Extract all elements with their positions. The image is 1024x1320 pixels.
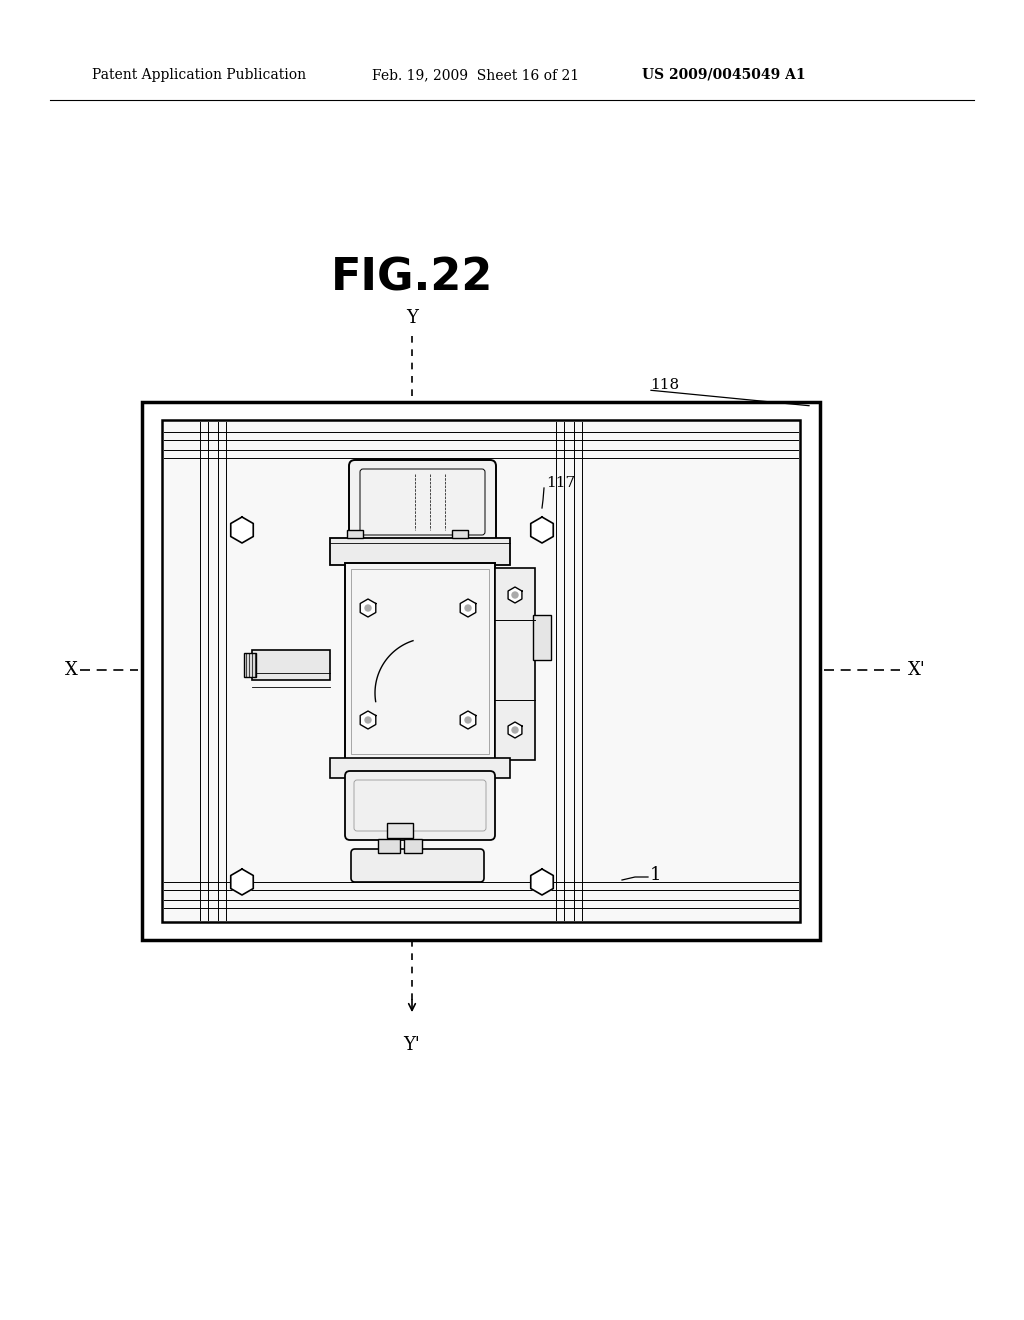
Bar xyxy=(252,649,330,680)
Circle shape xyxy=(465,605,471,611)
Bar xyxy=(142,403,820,940)
Text: 16d: 16d xyxy=(496,673,525,686)
Bar xyxy=(378,840,400,853)
Polygon shape xyxy=(230,517,253,543)
Text: Y': Y' xyxy=(403,1036,421,1053)
Bar xyxy=(495,568,535,760)
FancyBboxPatch shape xyxy=(345,771,495,840)
Polygon shape xyxy=(360,711,376,729)
Text: Patent Application Publication: Patent Application Publication xyxy=(92,69,306,82)
Circle shape xyxy=(512,727,518,733)
Text: 1: 1 xyxy=(650,866,662,884)
FancyBboxPatch shape xyxy=(349,459,496,546)
Bar xyxy=(330,539,510,565)
Text: Feb. 19, 2009  Sheet 16 of 21: Feb. 19, 2009 Sheet 16 of 21 xyxy=(372,69,580,82)
Bar xyxy=(534,615,551,660)
Polygon shape xyxy=(460,599,476,616)
Text: 118: 118 xyxy=(650,378,679,392)
Polygon shape xyxy=(508,587,522,603)
Bar xyxy=(452,531,468,539)
Bar xyxy=(387,822,413,838)
Circle shape xyxy=(365,717,371,723)
Text: 117: 117 xyxy=(546,477,575,490)
Text: FIG.22: FIG.22 xyxy=(331,256,494,300)
Text: US 2009/0045049 A1: US 2009/0045049 A1 xyxy=(642,69,806,82)
Text: X: X xyxy=(65,661,78,678)
Text: Y: Y xyxy=(407,309,418,327)
Polygon shape xyxy=(530,517,553,543)
Circle shape xyxy=(465,717,471,723)
Polygon shape xyxy=(230,869,253,895)
Bar xyxy=(351,569,489,754)
Polygon shape xyxy=(530,869,553,895)
FancyBboxPatch shape xyxy=(351,849,484,882)
Polygon shape xyxy=(460,711,476,729)
Circle shape xyxy=(512,591,518,598)
Text: X': X' xyxy=(908,661,926,678)
Bar xyxy=(330,758,510,777)
Bar xyxy=(404,840,422,853)
Bar xyxy=(347,531,362,539)
Bar xyxy=(162,420,800,921)
Polygon shape xyxy=(360,599,376,616)
Bar xyxy=(345,564,495,760)
Polygon shape xyxy=(508,722,522,738)
Circle shape xyxy=(365,605,371,611)
Bar xyxy=(244,653,256,677)
